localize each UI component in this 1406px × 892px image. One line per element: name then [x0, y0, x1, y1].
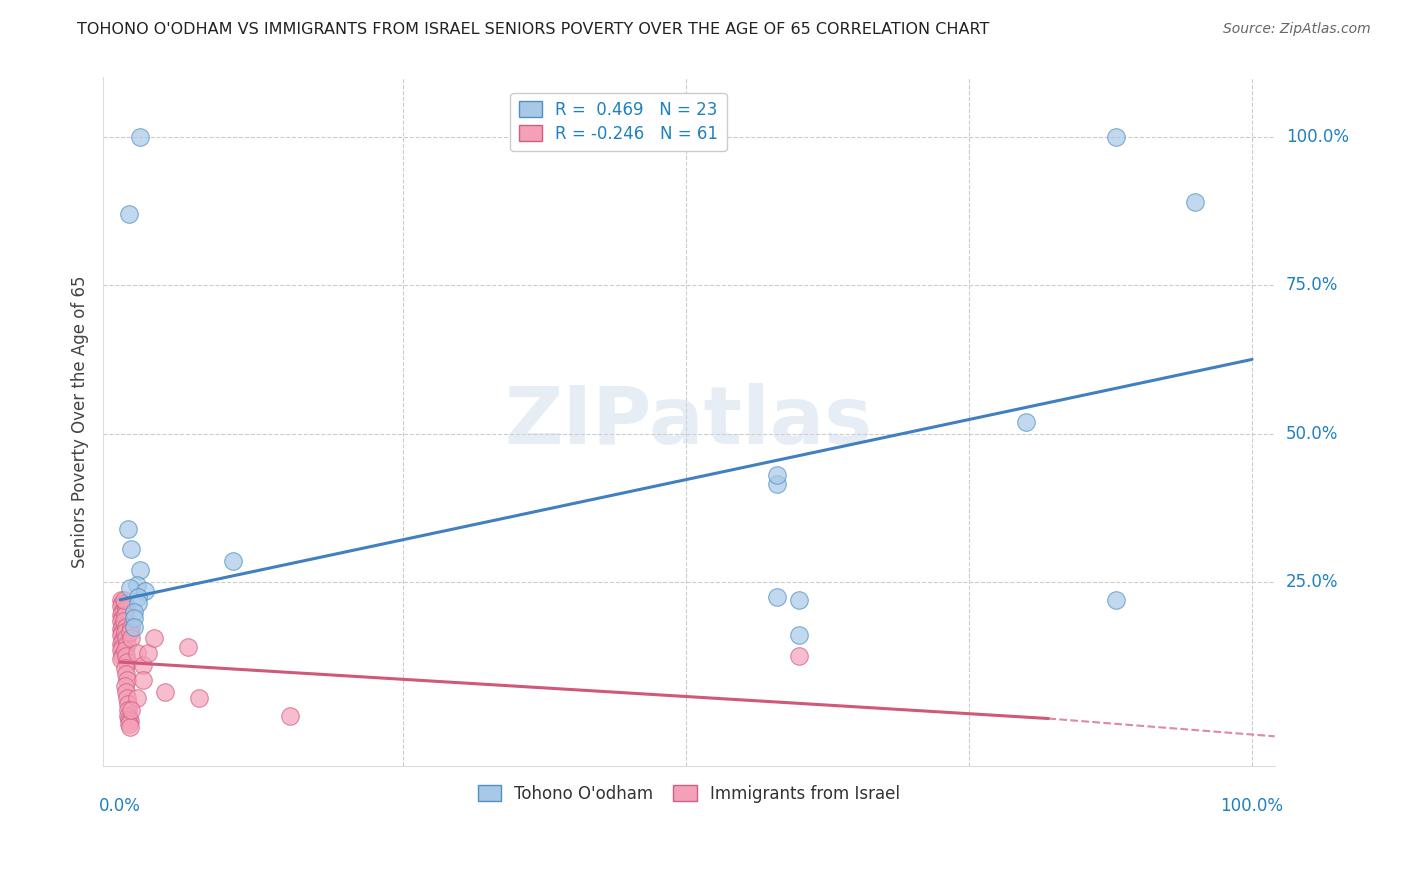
Point: [115, 673, 138, 687]
Point: [765, 477, 787, 491]
Point: [787, 628, 810, 642]
Point: [114, 649, 136, 664]
Point: [1105, 129, 1128, 144]
Point: [1105, 592, 1128, 607]
Point: [278, 708, 301, 723]
Point: [111, 634, 134, 648]
Point: [127, 590, 149, 604]
Point: [143, 632, 166, 646]
Point: [120, 632, 142, 646]
Point: [110, 599, 132, 613]
Point: [114, 679, 136, 693]
Point: [188, 690, 211, 705]
Point: [1015, 415, 1038, 429]
Point: [112, 632, 135, 646]
Point: [110, 607, 132, 622]
Point: [114, 667, 136, 681]
Point: [120, 720, 142, 734]
Point: [787, 649, 810, 664]
Point: [112, 601, 135, 615]
Point: [110, 623, 132, 637]
Point: [114, 625, 136, 640]
Y-axis label: Seniors Poverty Over the Age of 65: Seniors Poverty Over the Age of 65: [72, 276, 89, 568]
Point: [120, 714, 142, 729]
Point: [112, 616, 135, 631]
Text: 100.0%: 100.0%: [1220, 797, 1284, 814]
Text: ZIPatlas: ZIPatlas: [505, 383, 873, 461]
Point: [115, 637, 138, 651]
Point: [129, 563, 152, 577]
Legend: Tohono O'odham, Immigrants from Israel: Tohono O'odham, Immigrants from Israel: [471, 778, 907, 809]
Point: [114, 596, 136, 610]
Point: [134, 583, 156, 598]
Text: Source: ZipAtlas.com: Source: ZipAtlas.com: [1223, 22, 1371, 37]
Point: [120, 542, 142, 557]
Point: [114, 643, 136, 657]
Point: [115, 655, 138, 669]
Point: [122, 619, 145, 633]
Point: [110, 637, 132, 651]
Point: [114, 619, 136, 633]
Point: [110, 628, 132, 642]
Point: [114, 685, 136, 699]
Point: [114, 607, 136, 622]
Point: [120, 703, 142, 717]
Point: [122, 610, 145, 624]
Point: [114, 601, 136, 615]
Point: [787, 592, 810, 607]
Text: 75.0%: 75.0%: [1286, 277, 1339, 294]
Point: [1184, 195, 1206, 210]
Point: [118, 712, 141, 726]
Point: [127, 690, 149, 705]
Point: [138, 646, 160, 660]
Point: [118, 717, 141, 731]
Point: [122, 605, 145, 619]
Point: [765, 590, 787, 604]
Point: [114, 632, 136, 646]
Point: [114, 661, 136, 675]
Point: [127, 578, 149, 592]
Point: [112, 614, 135, 628]
Point: [110, 652, 132, 666]
Point: [115, 690, 138, 705]
Point: [111, 649, 134, 664]
Point: [132, 673, 155, 687]
Point: [222, 554, 245, 568]
Point: [155, 685, 177, 699]
Text: 50.0%: 50.0%: [1286, 425, 1339, 442]
Text: 100.0%: 100.0%: [1286, 128, 1348, 145]
Point: [111, 605, 134, 619]
Point: [765, 468, 787, 483]
Point: [117, 697, 139, 711]
Point: [127, 596, 149, 610]
Point: [127, 646, 149, 660]
Point: [120, 625, 142, 640]
Point: [111, 640, 134, 655]
Text: 0.0%: 0.0%: [100, 797, 141, 814]
Point: [111, 610, 134, 624]
Point: [111, 596, 134, 610]
Point: [111, 625, 134, 640]
Point: [111, 619, 134, 633]
Point: [120, 619, 142, 633]
Point: [132, 658, 155, 673]
Point: [129, 129, 152, 144]
Text: TOHONO O'ODHAM VS IMMIGRANTS FROM ISRAEL SENIORS POVERTY OVER THE AGE OF 65 CORR: TOHONO O'ODHAM VS IMMIGRANTS FROM ISRAEL…: [77, 22, 990, 37]
Point: [110, 592, 132, 607]
Point: [120, 581, 142, 595]
Point: [117, 708, 139, 723]
Point: [110, 614, 132, 628]
Point: [110, 643, 132, 657]
Text: 25.0%: 25.0%: [1286, 573, 1339, 591]
Point: [112, 592, 135, 607]
Point: [117, 703, 139, 717]
Point: [118, 207, 141, 221]
Point: [112, 646, 135, 660]
Point: [117, 522, 139, 536]
Point: [177, 640, 200, 655]
